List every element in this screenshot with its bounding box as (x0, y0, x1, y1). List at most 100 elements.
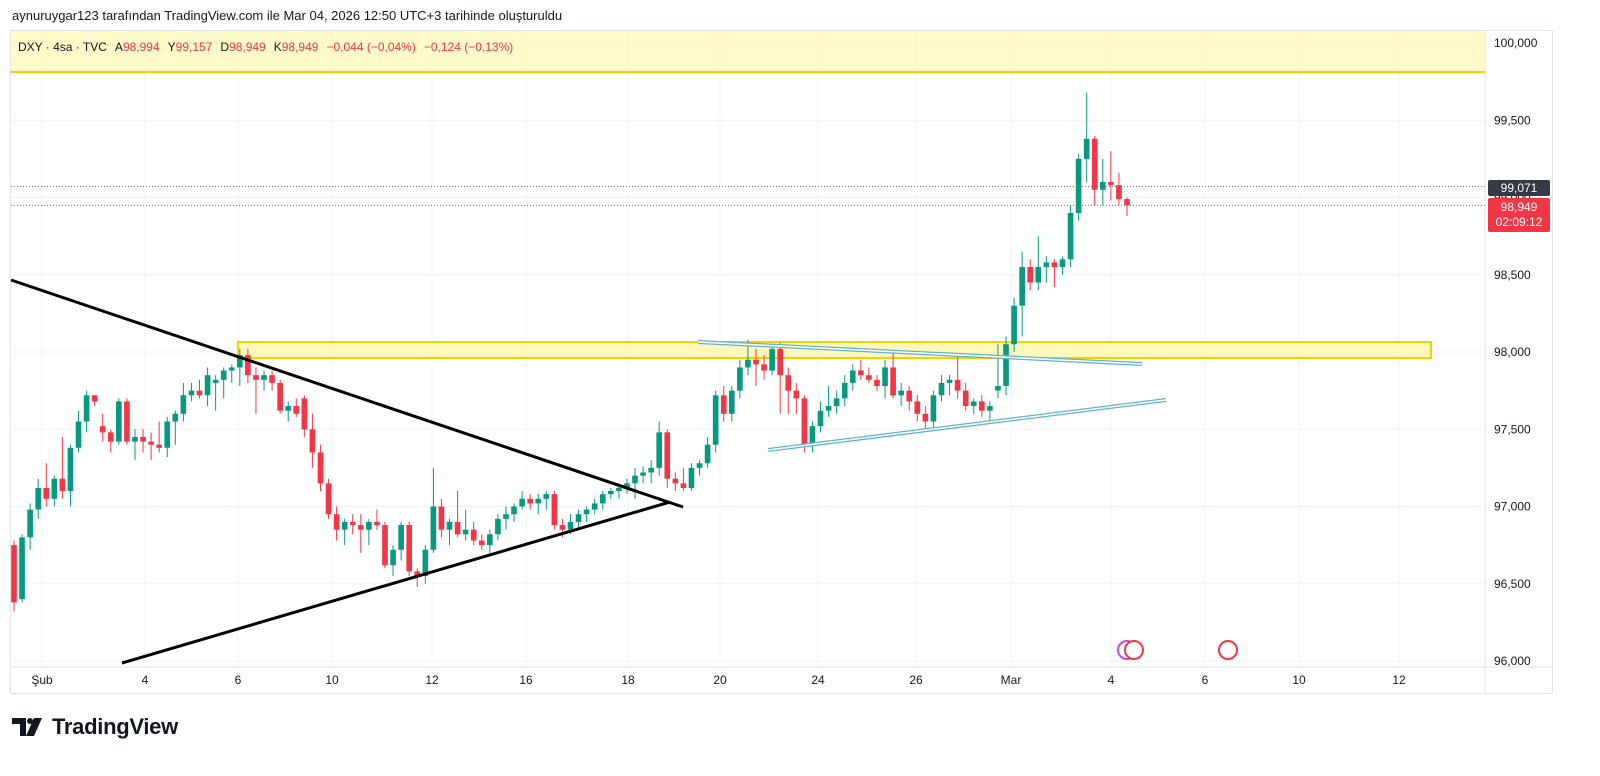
candle-body (567, 521, 574, 530)
last-price-value: 98,949 (1500, 200, 1538, 214)
prev-price-tag: 99,071 (1488, 180, 1550, 196)
candle-body (495, 518, 501, 535)
candle-body (591, 503, 598, 510)
candle-body (728, 390, 735, 414)
us-flag-icon[interactable] (1124, 640, 1144, 660)
candle-body (11, 545, 17, 603)
candle-body (1108, 182, 1114, 186)
candle-body (478, 540, 485, 546)
candle-body (430, 506, 437, 550)
candle-body (446, 521, 453, 530)
candle-body (753, 359, 759, 365)
candle-body (914, 401, 921, 414)
candle-body (124, 401, 130, 442)
candle-body (253, 375, 259, 380)
candle-body (656, 432, 663, 468)
x-tick-label: 12 (1392, 673, 1406, 687)
legend-close: 98,949 (281, 40, 319, 54)
candle-body (664, 432, 671, 479)
candle-body (882, 367, 888, 386)
candle-body (930, 395, 937, 422)
x-tick-label: 10 (325, 673, 339, 687)
candle-body (608, 491, 614, 495)
candle-body (83, 395, 90, 422)
candle-body (575, 514, 582, 522)
candle-body (1116, 185, 1122, 200)
candle-body (527, 498, 533, 504)
candle-body (624, 483, 630, 488)
candle-body (357, 525, 364, 530)
candle-body (116, 401, 122, 442)
supply-zone (11, 31, 1485, 72)
candle-body (51, 478, 58, 499)
candle-body (172, 413, 179, 422)
candle-body (890, 367, 896, 396)
candle-body (995, 385, 1001, 391)
candle-body (454, 521, 461, 535)
candle-body (1003, 344, 1009, 386)
candle-body (27, 509, 33, 538)
legend-high-label: Y (167, 40, 176, 54)
channel-lower-line-inner (767, 399, 1167, 451)
candle-body (317, 452, 324, 484)
candle-body (1075, 158, 1082, 213)
candle-body (833, 398, 840, 407)
legend-symbol[interactable]: DXY · 4sa · TVC (18, 40, 107, 54)
tradingview-logo[interactable]: TradingView (12, 714, 178, 740)
candle-body (1124, 199, 1130, 206)
x-tick-label: 10 (1292, 673, 1306, 687)
candle-body (164, 421, 171, 448)
candle-body (269, 375, 275, 383)
candle-body (1059, 259, 1066, 268)
candle-body (180, 395, 187, 414)
legend-low: 98,949 (229, 40, 266, 54)
candle-body (938, 382, 945, 396)
candle-body (825, 406, 832, 411)
candle-body (519, 498, 525, 507)
candle-body (156, 444, 162, 448)
x-tick-label: 4 (1108, 673, 1115, 687)
candle-body (470, 529, 477, 541)
candle-body (59, 478, 66, 492)
us-flag-icon-2[interactable] (1218, 640, 1238, 660)
channel-upper-line-inner (697, 341, 1143, 365)
candle-body (1043, 262, 1050, 268)
candle-body (616, 487, 622, 492)
candle-body (237, 355, 243, 368)
candle-body (640, 472, 646, 476)
y-tick-label: 96,500 (1494, 577, 1531, 591)
candle-body (19, 537, 25, 600)
candle-body (672, 478, 679, 484)
chart-frame (10, 30, 1553, 694)
x-tick-label: 20 (713, 673, 727, 687)
y-tick-label: 98,500 (1494, 268, 1531, 282)
legend-close-label: K (273, 40, 282, 54)
candle-body (43, 487, 50, 499)
candle-body (777, 348, 784, 376)
candle-body (696, 463, 703, 468)
candle-body (809, 426, 816, 445)
x-tick-label: 12 (425, 673, 439, 687)
candle-body (414, 571, 421, 577)
candle-body (1099, 182, 1106, 190)
candle-body (954, 379, 961, 391)
candle-body (293, 406, 300, 414)
x-tick-label: 6 (235, 673, 242, 687)
candle-body (841, 382, 848, 399)
candle-body (874, 379, 880, 386)
candle-body (366, 521, 372, 530)
candle-body (987, 406, 993, 411)
candle-body (349, 521, 356, 526)
candle-body (285, 406, 292, 411)
candle-body (680, 483, 687, 488)
candle-body (1083, 138, 1090, 159)
x-tick-label: 6 (1202, 673, 1209, 687)
candle-body (1091, 138, 1098, 190)
candle-body (148, 441, 154, 445)
candle-body (245, 355, 251, 376)
candle-body (487, 534, 493, 546)
candle-body (858, 370, 864, 376)
candle-body (91, 395, 98, 402)
candle-body (559, 525, 566, 530)
